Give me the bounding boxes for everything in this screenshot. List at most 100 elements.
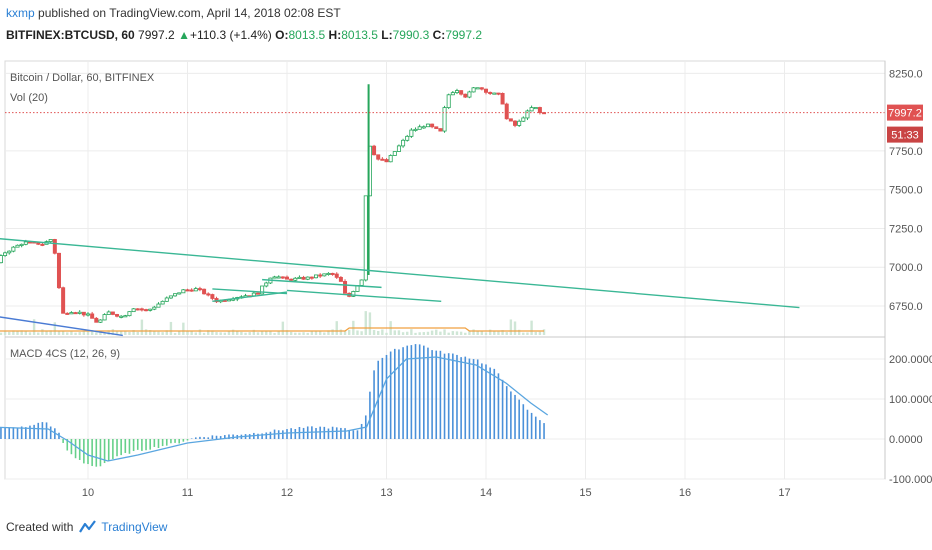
low-label: L: [381,28,393,42]
candle-body [81,311,86,316]
candle-body [11,246,16,252]
candle-body [86,313,91,316]
macd-signal-line [0,356,549,462]
candle-body [500,93,505,105]
candle-body [438,128,443,132]
volume-bar [178,330,181,335]
high-value: 8013.5 [341,28,378,42]
volume-bar [476,331,479,335]
volume-bar [128,331,131,335]
time-tick-label: 10 [82,487,94,499]
volume-bar [57,331,61,335]
volume-bar [240,331,243,335]
volume-bar [157,331,160,335]
flag-lower [212,291,288,303]
upper-trendline [0,238,800,309]
candle-body [280,276,285,279]
candle-body [338,276,343,282]
volume-bar [493,330,496,335]
candle-body [513,120,518,126]
volume-bar [198,329,202,335]
volume-bar [37,332,40,335]
candle-body [314,274,319,279]
volume-bar [90,329,94,335]
high-label: H: [328,28,342,42]
candle-body [148,308,153,311]
volume-bar [66,332,69,335]
volume-bar [61,330,65,335]
volume-bar [451,331,455,335]
low-value: 7990.3 [392,28,430,42]
candle-body [334,273,339,278]
candle-body [537,107,542,113]
countdown-label: 51:33 [891,130,919,142]
candle-body [479,87,484,90]
volume-bar [136,331,139,335]
candle-body [450,92,455,96]
volume-bar [41,329,44,335]
volume-bar [426,331,430,335]
candle-body [425,123,430,128]
volume-bar [165,330,168,335]
price-series[interactable] [0,84,885,337]
volume-indicator-label: Vol (20) [10,92,48,104]
volume-bar [269,331,272,335]
volume-bar [186,331,189,335]
candle-body [185,289,190,292]
volume-bar [28,332,32,335]
candle-body [430,123,435,128]
candle-body [115,314,120,317]
volume-bar [534,331,537,335]
tradingview-brand[interactable]: TradingView [101,520,168,534]
volume-bar [339,329,343,335]
volume-bar [182,322,185,335]
volume-bar [49,330,52,335]
volume-bar [20,330,23,335]
candle-body [309,276,314,279]
candle-body [260,285,265,295]
macd-tick-label: 0.0000 [889,434,923,446]
candle-body [61,287,66,314]
volume-bar [430,330,434,335]
price-tick-label: 7000.0 [889,262,923,274]
candle-body [301,276,306,280]
macd-series[interactable] [0,344,549,467]
volume-bar [501,330,504,335]
candle-body [392,151,397,156]
volume-bar [418,332,421,335]
candle-body [289,278,294,281]
volume-bar [223,332,227,335]
candle-body [135,308,140,311]
volume-bar [414,332,417,335]
candle-body [521,117,526,122]
volume-bar [314,330,318,335]
volume-bar [227,330,231,335]
author-link[interactable]: kxmp [6,6,35,20]
time-tick-label: 13 [380,487,392,499]
candle-body [359,279,364,286]
candle-body [388,155,393,163]
tradingview-logo-icon[interactable] [79,520,97,534]
macd-tick-label: 100.0000 [889,394,932,406]
candle-body [19,243,24,246]
candle-body [119,315,124,318]
volume-bar [95,332,98,335]
volume-bar [190,330,193,335]
volume-bar [542,329,546,335]
candle-body [181,289,186,294]
price-tick-label: 8250.0 [889,68,923,80]
candle-body [475,87,480,90]
volume-bar [16,331,19,335]
volume-bar [236,331,239,335]
volume-bar [368,312,372,335]
candle-body [504,103,509,120]
volume-bar [194,332,197,335]
volume-bar [505,332,508,335]
candle-body [52,239,57,254]
volume-bar [509,319,513,335]
candle-body [459,90,464,95]
candle-body [69,312,74,315]
candle-body [421,126,426,129]
open-label: O: [275,28,289,42]
